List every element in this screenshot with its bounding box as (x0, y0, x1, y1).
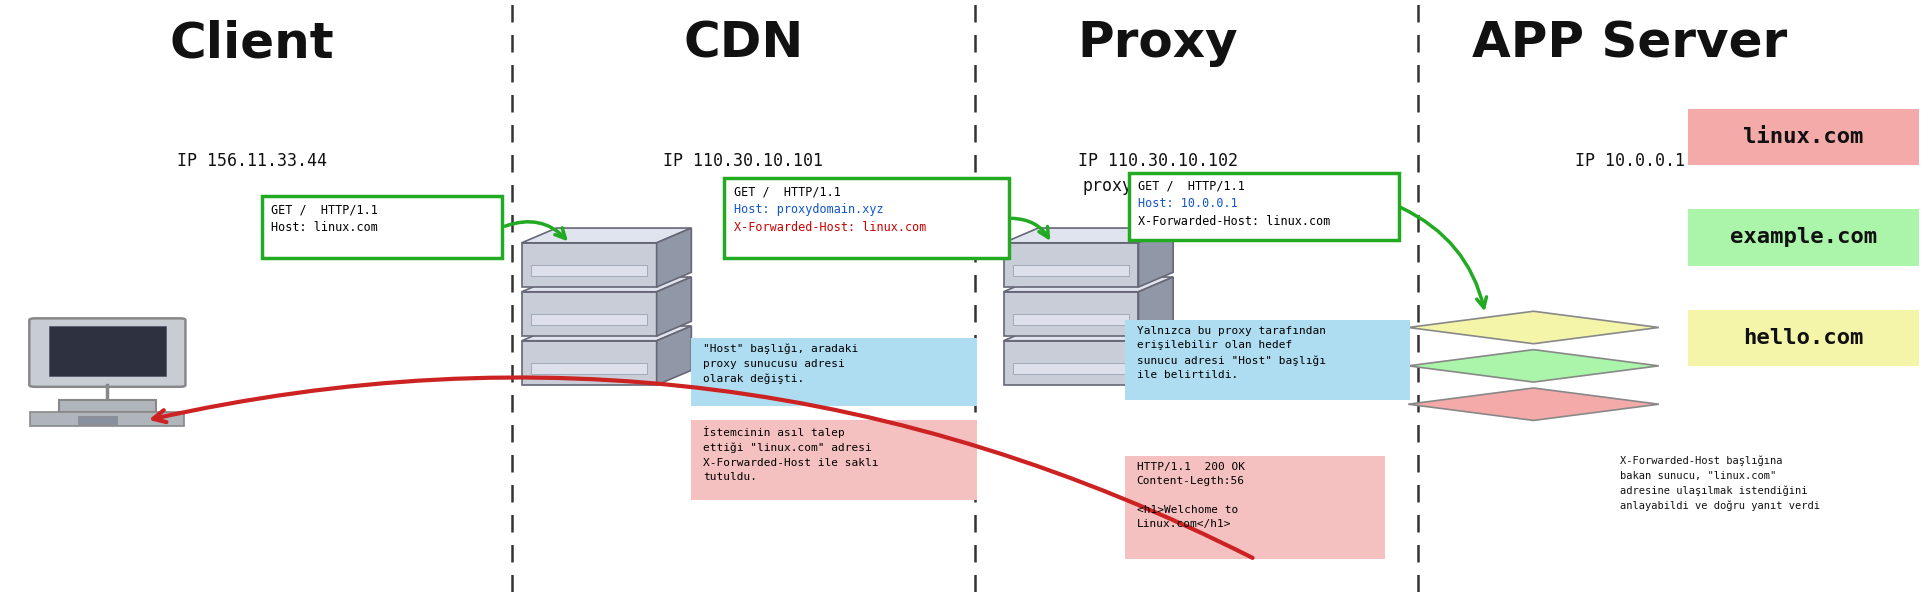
Text: IP 110.30.10.101: IP 110.30.10.101 (664, 152, 824, 170)
FancyBboxPatch shape (48, 326, 166, 376)
Text: CDN: CDN (683, 19, 803, 67)
Text: hello.com: hello.com (1743, 328, 1864, 348)
FancyBboxPatch shape (1687, 109, 1918, 165)
Text: HTTP/1.1  200 OK
Content-Legth:56

<h1>Welchome to
Linux.com</h1>: HTTP/1.1 200 OK Content-Legth:56 <h1>Wel… (1137, 462, 1245, 530)
FancyBboxPatch shape (1129, 173, 1399, 240)
FancyBboxPatch shape (1013, 265, 1129, 276)
Polygon shape (656, 228, 691, 287)
FancyBboxPatch shape (31, 412, 185, 426)
Polygon shape (1004, 292, 1139, 336)
FancyBboxPatch shape (79, 416, 118, 424)
FancyBboxPatch shape (1125, 320, 1411, 400)
FancyBboxPatch shape (531, 314, 647, 325)
Polygon shape (1409, 311, 1658, 344)
Polygon shape (1004, 277, 1173, 292)
Polygon shape (521, 228, 691, 243)
Polygon shape (521, 341, 656, 385)
Text: GET /  HTTP/1.1: GET / HTTP/1.1 (1139, 180, 1245, 193)
FancyBboxPatch shape (531, 265, 647, 276)
Text: example.com: example.com (1729, 228, 1876, 247)
Text: Host: 10.0.0.1: Host: 10.0.0.1 (1139, 197, 1239, 211)
Polygon shape (1139, 228, 1173, 287)
Text: IP 110.30.10.102
proxydomain.xyz: IP 110.30.10.102 proxydomain.xyz (1077, 152, 1237, 195)
Text: Yalnızca bu proxy tarafından
erişilebilir olan hedef
sunucu adresi "Host" başlığ: Yalnızca bu proxy tarafından erişilebili… (1137, 326, 1326, 380)
FancyBboxPatch shape (1125, 456, 1386, 559)
Polygon shape (1004, 228, 1173, 243)
Polygon shape (521, 292, 656, 336)
Text: "Host" başlığı, aradaki
proxy sunucusu adresi
olarak değişti.: "Host" başlığı, aradaki proxy sunucusu a… (703, 344, 859, 384)
Polygon shape (1004, 341, 1139, 385)
FancyBboxPatch shape (29, 318, 185, 387)
Polygon shape (1139, 277, 1173, 336)
Text: IP 10.0.0.1: IP 10.0.0.1 (1575, 152, 1685, 170)
Polygon shape (1004, 243, 1139, 287)
Polygon shape (521, 243, 656, 287)
Polygon shape (1409, 350, 1658, 382)
FancyBboxPatch shape (1013, 314, 1129, 325)
FancyBboxPatch shape (262, 196, 502, 258)
Text: Client: Client (170, 19, 334, 67)
Polygon shape (656, 326, 691, 385)
Text: X-Forwarded-Host: linux.com: X-Forwarded-Host: linux.com (1139, 215, 1332, 228)
Text: Host: linux.com: Host: linux.com (272, 221, 378, 234)
Text: APP Server: APP Server (1473, 19, 1787, 67)
FancyBboxPatch shape (531, 363, 647, 374)
Polygon shape (1409, 388, 1658, 420)
FancyBboxPatch shape (724, 178, 1009, 258)
Text: X-Forwarded-Host: linux.com: X-Forwarded-Host: linux.com (733, 221, 926, 234)
Polygon shape (1004, 326, 1173, 341)
Polygon shape (521, 326, 691, 341)
Text: Host: proxydomain.xyz: Host: proxydomain.xyz (733, 203, 884, 216)
Polygon shape (656, 277, 691, 336)
Text: linux.com: linux.com (1743, 127, 1864, 147)
FancyBboxPatch shape (1687, 310, 1918, 366)
Text: GET /  HTTP/1.1: GET / HTTP/1.1 (733, 186, 841, 199)
FancyBboxPatch shape (691, 420, 977, 500)
FancyBboxPatch shape (1013, 363, 1129, 374)
Text: IP 156.11.33.44: IP 156.11.33.44 (178, 152, 326, 170)
Polygon shape (1139, 326, 1173, 385)
Polygon shape (521, 277, 691, 292)
Text: Proxy: Proxy (1077, 19, 1237, 67)
FancyBboxPatch shape (691, 338, 977, 406)
Text: X-Forwarded-Host başlığına
bakan sunucu, "linux.com"
adresine ulaşılmak istendiğ: X-Forwarded-Host başlığına bakan sunucu,… (1621, 456, 1820, 511)
Text: GET /  HTTP/1.1: GET / HTTP/1.1 (272, 203, 378, 216)
Text: İstemcinin asıl talep
ettiği "linux.com" adresi
X-Forwarded-Host ile saklı
tutul: İstemcinin asıl talep ettiği "linux.com"… (703, 426, 878, 482)
FancyBboxPatch shape (1687, 209, 1918, 266)
FancyBboxPatch shape (60, 400, 156, 412)
